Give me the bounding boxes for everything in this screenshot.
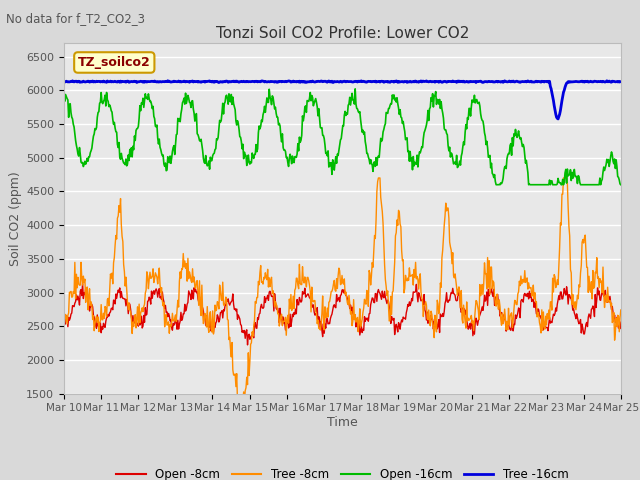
Text: TZ_soilco2: TZ_soilco2 [78,56,150,69]
Text: No data for f_T2_CO2_3: No data for f_T2_CO2_3 [6,12,145,25]
Tree -16cm [164,78,172,84]
Open -16cm [70,124,78,130]
Open -16cm [351,86,359,92]
Open -8cm [128,320,136,325]
Tree -8cm [234,397,241,403]
Y-axis label: Soil CO2 (ppm): Soil CO2 (ppm) [9,171,22,266]
Tree -16cm [617,79,625,84]
Open -8cm [617,325,625,331]
Open -16cm [411,159,419,165]
Open -16cm [184,93,192,98]
Tree -16cm [185,79,193,84]
Open -16cm [127,145,135,151]
Line: Tree -16cm: Tree -16cm [64,81,621,119]
Open -16cm [60,94,68,99]
Tree -16cm [428,79,435,84]
Legend: Open -8cm, Tree -8cm, Open -16cm, Tree -16cm: Open -8cm, Tree -8cm, Open -16cm, Tree -… [111,463,573,480]
Open -16cm [428,95,435,100]
Line: Open -16cm: Open -16cm [64,89,621,185]
Tree -8cm [60,320,68,326]
Open -8cm [70,304,78,310]
Tree -16cm [127,79,135,84]
Open -8cm [79,280,86,286]
Tree -16cm [60,79,68,85]
Tree -8cm [617,307,625,313]
Tree -16cm [554,116,562,122]
Open -16cm [492,182,500,188]
Tree -8cm [184,255,192,261]
Tree -16cm [70,79,78,85]
Tree -8cm [70,290,78,296]
Open -16cm [214,137,221,143]
Open -8cm [60,316,68,322]
Tree -16cm [411,78,419,84]
Open -8cm [412,288,419,294]
Tree -8cm [127,315,135,321]
Tree -8cm [412,260,419,265]
Open -8cm [428,317,436,323]
X-axis label: Time: Time [327,416,358,429]
Tree -16cm [214,79,222,85]
Line: Tree -8cm: Tree -8cm [64,178,621,400]
Open -8cm [185,288,193,294]
Open -16cm [617,182,625,188]
Open -8cm [244,342,252,348]
Open -8cm [214,314,222,320]
Tree -8cm [374,175,382,181]
Tree -8cm [214,299,221,305]
Line: Open -8cm: Open -8cm [64,283,621,345]
Tree -8cm [428,312,436,317]
Title: Tonzi Soil CO2 Profile: Lower CO2: Tonzi Soil CO2 Profile: Lower CO2 [216,25,469,41]
